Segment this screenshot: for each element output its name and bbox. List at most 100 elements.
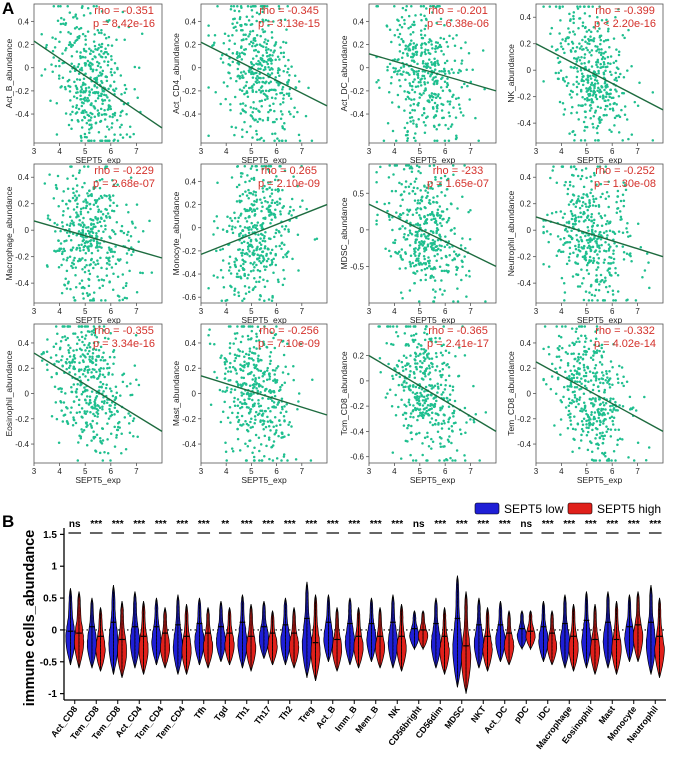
scatter-point — [615, 90, 618, 93]
scatter-point — [244, 233, 247, 237]
scatter-point — [109, 459, 112, 462]
scatter-point — [268, 68, 272, 71]
scatter-point — [612, 416, 616, 419]
scatter-point — [484, 300, 487, 303]
scatter-point — [570, 111, 573, 115]
scatter-point — [72, 259, 75, 262]
scatter-point — [228, 346, 232, 349]
scatter-point — [105, 383, 108, 387]
x-tick-label: 6 — [109, 467, 114, 476]
scatter-point — [59, 247, 63, 250]
scatter-point — [273, 44, 276, 47]
scatter-point — [90, 230, 94, 233]
scatter-point — [82, 216, 85, 220]
scatter-point — [82, 200, 85, 203]
scatter-point — [460, 59, 464, 62]
scatter-point — [569, 166, 573, 169]
scatter-point — [119, 74, 123, 77]
scatter-point — [610, 73, 613, 76]
scatter-point — [215, 249, 218, 253]
scatter-point — [229, 108, 232, 112]
scatter-point — [247, 411, 251, 415]
scatter-point — [268, 73, 272, 77]
scatter-point — [110, 67, 113, 71]
scatter-point — [440, 256, 443, 260]
scatter-point — [616, 273, 620, 277]
scatter-point — [604, 276, 607, 280]
scatter-point — [404, 385, 407, 389]
scatter-point — [561, 5, 564, 8]
scatter-point — [583, 129, 586, 132]
scatter-point — [247, 397, 250, 400]
scatter-point — [241, 29, 244, 32]
scatter-point — [77, 441, 80, 444]
scatter-point — [69, 239, 73, 242]
scatter-point — [585, 78, 588, 81]
scatter-point — [255, 54, 258, 58]
scatter-point — [120, 224, 124, 228]
scatter-point — [115, 221, 119, 224]
scatter-point — [430, 274, 434, 278]
scatter-point — [600, 51, 603, 55]
scatter-point — [257, 81, 261, 84]
scatter-point — [388, 218, 391, 222]
scatter-point — [463, 459, 467, 462]
scatter-point — [91, 357, 94, 360]
scatter-point — [108, 18, 111, 22]
scatter-point — [621, 231, 625, 235]
scatter-point — [639, 246, 643, 249]
scatter-point — [249, 23, 253, 26]
scatter-point — [433, 92, 437, 96]
scatter-point — [276, 55, 280, 59]
scatter-point — [438, 205, 442, 208]
x-tick-label: 7 — [468, 467, 473, 476]
scatter-point — [100, 178, 104, 181]
scatter-point — [420, 377, 424, 380]
scatter-point — [92, 375, 95, 378]
scatter-point — [445, 207, 449, 211]
scatter-point — [255, 81, 259, 85]
scatter-point — [622, 181, 625, 184]
scatter-point — [585, 252, 588, 256]
scatter-point — [58, 40, 61, 43]
scatter-point — [289, 205, 292, 209]
scatter-point — [80, 243, 83, 246]
scatter-point — [94, 363, 98, 366]
scatter-point — [438, 288, 442, 291]
scatter-point — [244, 104, 247, 107]
scatter-point — [440, 77, 443, 81]
scatter-point — [428, 384, 431, 387]
scatter-point — [441, 89, 445, 92]
scatter-point — [258, 99, 262, 103]
scatter-point — [106, 251, 109, 254]
scatter-panel: 3 4 5 6 7-0.6-0.4-0.200.2SEPT5_expTcm_CD8_ab… — [339, 323, 497, 485]
scatter-point — [243, 360, 246, 364]
scatter-point — [464, 274, 468, 277]
scatter-point — [285, 28, 288, 31]
scatter-point — [90, 123, 93, 127]
scatter-point — [563, 228, 567, 232]
scatter-point — [280, 405, 284, 409]
scatter-point — [104, 412, 108, 415]
scatter-point — [414, 362, 417, 365]
scatter-point — [61, 213, 65, 217]
scatter-point — [81, 257, 84, 260]
scatter-point — [228, 224, 231, 228]
scatter-point — [250, 357, 254, 360]
scatter-point — [258, 298, 261, 301]
scatter-point — [90, 333, 94, 336]
scatter-point — [260, 358, 263, 362]
scatter-point — [72, 65, 76, 68]
scatter-point — [69, 165, 72, 168]
scatter-point — [267, 436, 271, 439]
scatter-point — [297, 80, 301, 83]
scatter-point — [433, 404, 436, 407]
scatter-point — [81, 416, 84, 419]
scatter-point — [426, 245, 430, 248]
scatter-point — [134, 226, 137, 229]
scatter-point — [46, 214, 50, 217]
scatter-point — [266, 188, 269, 191]
scatter-point — [401, 6, 405, 10]
scatter-point — [237, 63, 241, 66]
plot-frame — [368, 163, 497, 304]
